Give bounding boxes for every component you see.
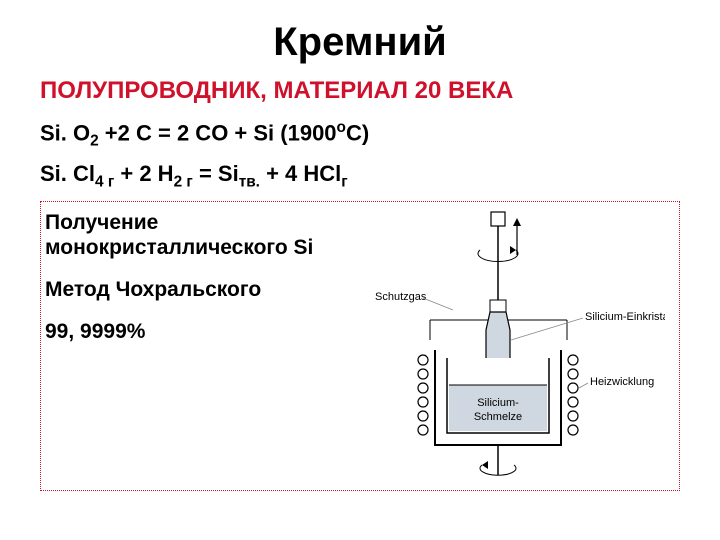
production-heading-1: Получение	[45, 211, 158, 234]
eq1-part1: Si. O	[40, 120, 90, 145]
seed-holder-icon	[490, 300, 506, 312]
content-row: Получение монокристаллического Si Метод …	[40, 201, 680, 491]
czochralski-diagram: Schutzgas Silicium-Einkristall	[335, 210, 665, 490]
eq1-sub1: 2	[90, 133, 99, 150]
crystal-leader-icon	[511, 318, 583, 340]
left-column: Получение монокристаллического Si Метод …	[45, 210, 335, 486]
eq2-part1: Si. Cl	[40, 161, 95, 186]
purity-label: 99, 9999%	[45, 320, 327, 344]
bottom-rotation-arrowhead-icon	[482, 461, 488, 469]
heating-coils-right-icon	[568, 355, 578, 435]
slide-subtitle: ПОЛУПРОВОДНИК, МАТЕРИАЛ 20 ВЕКА	[40, 77, 680, 105]
melt-label-2: Schmelze	[474, 411, 522, 423]
eq1-part3: C)	[346, 120, 369, 145]
eq2-sub3: тв.	[239, 173, 260, 190]
diagram-column: Schutzgas Silicium-Einkristall	[335, 210, 675, 486]
equation-1: Si. O2 +2 C = 2 CO + Si (1900oC)	[40, 119, 680, 151]
production-heading: Получение монокристаллического Si	[45, 210, 327, 260]
eq2-sub1: 4 г	[95, 173, 114, 190]
eq1-sup1: o	[337, 119, 346, 136]
pull-arrowhead-icon	[513, 218, 521, 226]
schutzgas-label: Schutzgas	[375, 291, 427, 303]
eq2-part4: + 4 HCl	[260, 161, 341, 186]
heiz-label: Heizwicklung	[590, 376, 654, 388]
slide: Кремний ПОЛУПРОВОДНИК, МАТЕРИАЛ 20 ВЕКА …	[0, 0, 720, 540]
heating-coils-left-icon	[418, 355, 428, 435]
rod-top-icon	[491, 212, 505, 226]
melt-label-1: Silicium-	[477, 397, 519, 409]
crystal-label: Silicium-Einkristall	[585, 311, 665, 323]
eq2-part2: + 2 H	[114, 161, 173, 186]
method-label: Метод Чохральского	[45, 278, 327, 302]
production-heading-2: монокристаллического Si	[45, 236, 313, 259]
eq2-part3: = Si	[193, 161, 239, 186]
equation-2: Si. Cl4 г + 2 H2 г = Siтв. + 4 HClг	[40, 161, 680, 191]
rotation-arrowhead-icon	[510, 246, 516, 254]
eq2-sub4: г	[341, 173, 347, 190]
eq2-sub2: 2 г	[174, 173, 193, 190]
heiz-leader-icon	[579, 383, 588, 388]
schutzgas-leader-icon	[423, 298, 453, 310]
slide-title: Кремний	[40, 20, 680, 65]
eq1-part2: +2 C = 2 CO + Si (1900	[99, 120, 337, 145]
